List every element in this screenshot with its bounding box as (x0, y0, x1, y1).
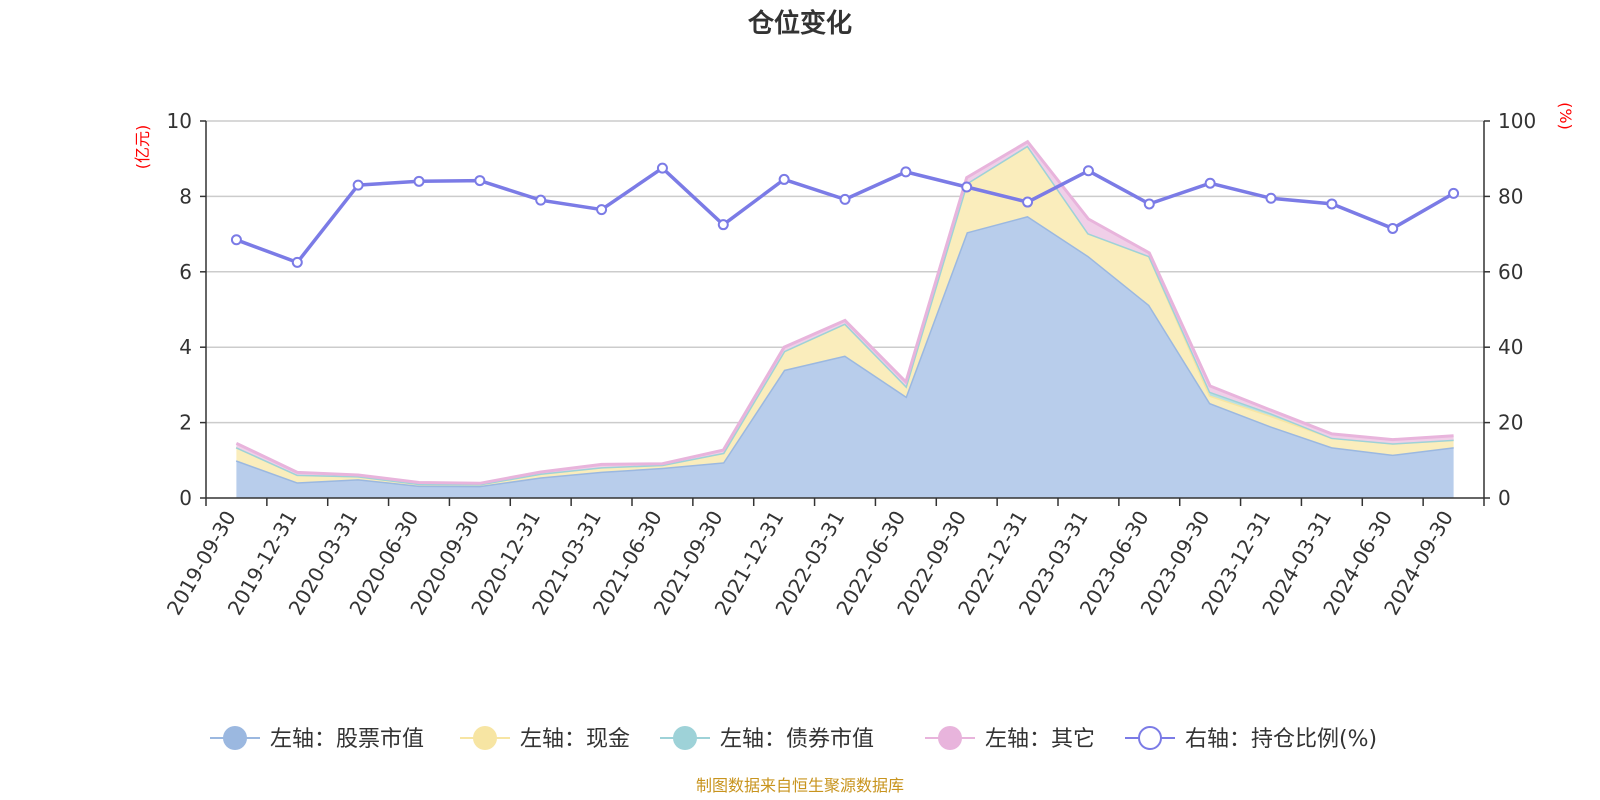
legend-label: 左轴：其它 (985, 727, 1095, 752)
ratio-point (1143, 198, 1155, 210)
ratio-point (474, 175, 486, 187)
left-y-tick-label: 4 (179, 335, 192, 359)
legend-marker (223, 726, 247, 750)
left-y-tick-label: 6 (179, 260, 192, 284)
right-y-tick-label: 60 (1498, 260, 1523, 284)
legend-item[interactable]: 左轴：其它 (925, 726, 1095, 752)
ratio-point (656, 162, 668, 174)
ratio-point (717, 219, 729, 231)
legend-label: 右轴：持仓比例(%) (1185, 727, 1377, 752)
ratio-point (1022, 196, 1034, 208)
right-y-tick-label: 0 (1498, 486, 1511, 510)
ratio-point (1387, 222, 1399, 234)
legend-item[interactable]: 右轴：持仓比例(%) (1125, 726, 1377, 752)
left-axis-unit: (亿元) (133, 125, 152, 170)
ratio-point (535, 194, 547, 206)
right-y-tick-label: 20 (1498, 411, 1523, 435)
left-y-tick-label: 8 (179, 184, 192, 208)
legend-item[interactable]: 左轴：股票市值 (210, 726, 424, 752)
ratio-point (1265, 192, 1277, 204)
chart-title: 仓位变化 (747, 8, 852, 39)
left-y-tick-label: 2 (179, 411, 192, 435)
data-source-note: 制图数据来自恒生聚源数据库 (696, 776, 904, 795)
left-y-tick-label: 10 (167, 109, 192, 133)
stacked-areas (235, 139, 1454, 498)
ratio-point (778, 173, 790, 185)
right-axis-unit: (%) (1556, 102, 1575, 130)
legend-label: 左轴：现金 (520, 727, 630, 752)
legend-marker (1138, 726, 1162, 750)
ratio-point (900, 166, 912, 178)
ratio-point (230, 234, 242, 246)
right-y-tick-label: 80 (1498, 184, 1523, 208)
ratio-point (1204, 177, 1216, 189)
ratio-point (352, 179, 364, 191)
ratio-point (413, 175, 425, 187)
ratio-point (291, 256, 303, 268)
legend-label: 左轴：债券市值 (720, 727, 874, 752)
right-y-tick-label: 100 (1498, 109, 1536, 133)
area-edge-左轴：其它 (235, 139, 1454, 485)
legend-marker (938, 726, 962, 750)
legend-item[interactable]: 左轴：债券市值 (660, 726, 874, 752)
right-y-tick-label: 40 (1498, 335, 1523, 359)
ratio-point (596, 204, 608, 216)
left-y-tick-label: 0 (179, 486, 192, 510)
ratio-point (1326, 198, 1338, 210)
ratio-line-layer (230, 162, 1460, 268)
ratio-point (1082, 165, 1094, 177)
legend-marker (473, 726, 497, 750)
ratio-point (961, 181, 973, 193)
legend[interactable]: 左轴：股票市值 左轴：现金 左轴：债券市值 左轴：其它 右轴：持仓比例(%) (210, 726, 1377, 752)
ratio-point (839, 193, 851, 205)
ratio-point (1448, 187, 1460, 199)
legend-marker (673, 726, 697, 750)
legend-label: 左轴：股票市值 (270, 727, 424, 752)
legend-item[interactable]: 左轴：现金 (460, 726, 630, 752)
